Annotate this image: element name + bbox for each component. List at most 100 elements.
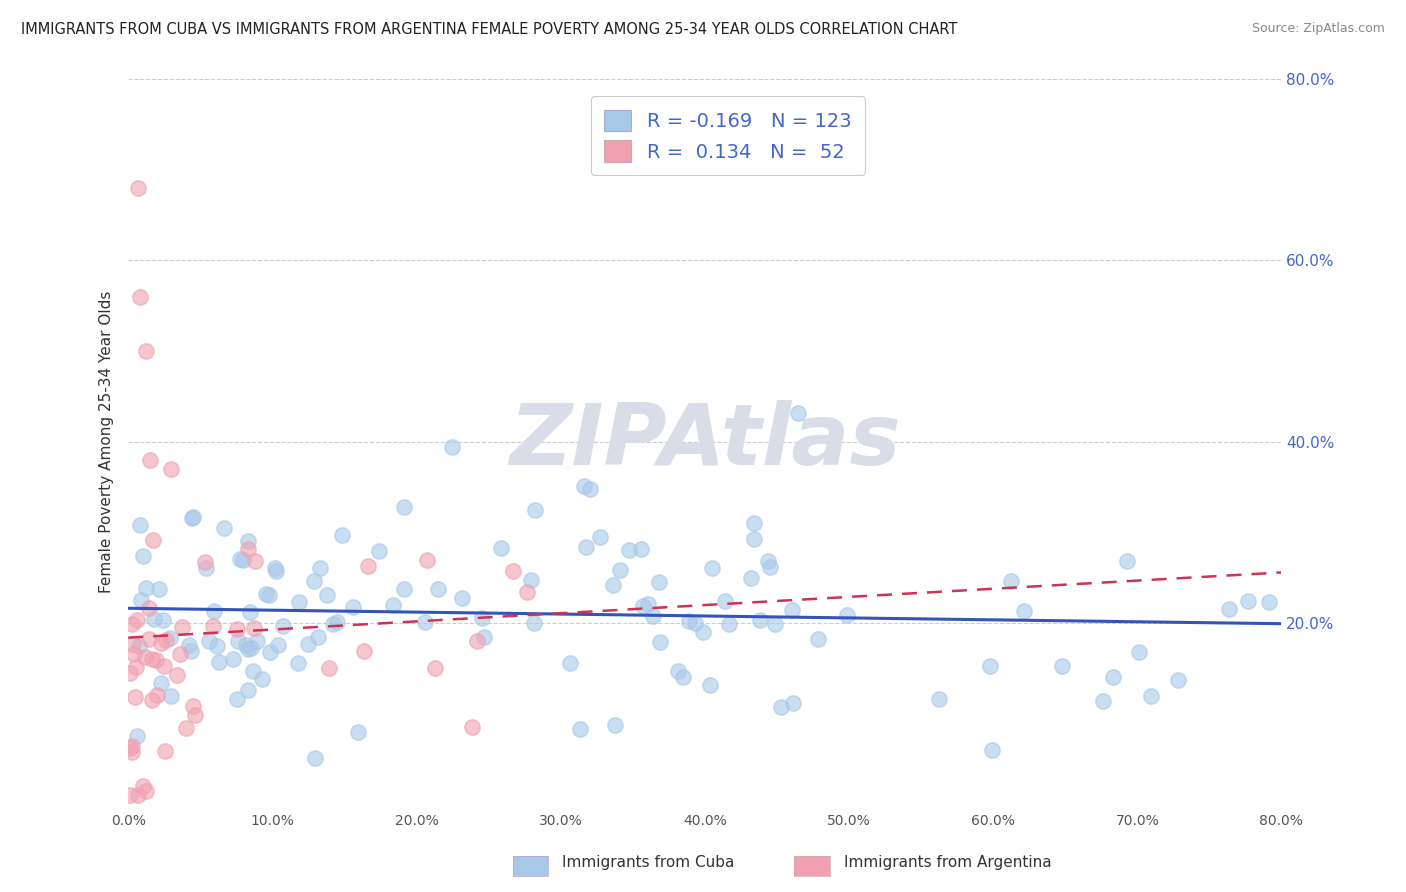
Point: [208, 655, 231, 669]
Point: [702, 561, 724, 575]
Point: [309, 561, 332, 575]
Point: [125, 729, 148, 743]
Point: [516, 584, 538, 599]
Point: [129, 517, 152, 532]
Point: [1167, 673, 1189, 687]
Point: [617, 542, 640, 557]
Point: [578, 482, 600, 496]
Point: [381, 598, 404, 612]
Point: [174, 721, 197, 735]
Point: [159, 631, 181, 645]
Point: [602, 578, 624, 592]
Point: [742, 516, 765, 531]
Point: [631, 599, 654, 613]
Point: [141, 651, 163, 665]
Point: [172, 620, 194, 634]
Point: [239, 605, 262, 619]
Point: [717, 616, 740, 631]
Point: [228, 552, 250, 566]
Point: [714, 594, 737, 608]
Point: [307, 630, 329, 644]
Point: [121, 739, 143, 754]
Point: [357, 558, 380, 573]
Point: [1140, 689, 1163, 703]
Point: [318, 661, 340, 675]
Point: [127, 180, 149, 194]
Point: [685, 615, 707, 630]
Point: [148, 582, 170, 596]
Point: [426, 582, 449, 597]
Point: [153, 743, 176, 757]
Point: [572, 479, 595, 493]
Point: [474, 630, 496, 644]
Point: [198, 633, 221, 648]
Point: [141, 693, 163, 707]
Point: [1101, 670, 1123, 684]
Point: [259, 588, 281, 602]
Point: [589, 530, 612, 544]
Point: [630, 542, 652, 557]
Point: [699, 678, 721, 692]
Point: [520, 573, 543, 587]
Point: [135, 581, 157, 595]
Point: [145, 653, 167, 667]
Point: [120, 666, 142, 681]
Point: [979, 659, 1001, 673]
Point: [1218, 602, 1240, 616]
Point: [692, 624, 714, 639]
Point: [226, 634, 249, 648]
Point: [273, 618, 295, 632]
Point: [214, 521, 236, 535]
Point: [502, 564, 524, 578]
Point: [127, 788, 149, 802]
Point: [763, 616, 786, 631]
Text: IMMIGRANTS FROM CUBA VS IMMIGRANTS FROM ARGENTINA FEMALE POVERTY AMONG 25-34 YEA: IMMIGRANTS FROM CUBA VS IMMIGRANTS FROM …: [21, 22, 957, 37]
Point: [122, 637, 145, 651]
Point: [138, 632, 160, 647]
Point: [125, 660, 148, 674]
Point: [242, 665, 264, 679]
Point: [759, 560, 782, 574]
Point: [180, 644, 202, 658]
Legend: R = -0.169   N = 123, R =  0.134   N =  52: R = -0.169 N = 123, R = 0.134 N = 52: [591, 96, 865, 176]
Point: [780, 602, 803, 616]
Point: [254, 587, 277, 601]
Point: [139, 452, 162, 467]
Point: [194, 555, 217, 569]
Point: [756, 554, 779, 568]
Point: [259, 645, 281, 659]
Point: [287, 656, 309, 670]
Point: [1012, 604, 1035, 618]
Point: [782, 696, 804, 710]
Point: [243, 554, 266, 568]
Point: [316, 589, 339, 603]
Point: [603, 718, 626, 732]
Point: [149, 675, 172, 690]
Point: [523, 616, 546, 631]
Point: [120, 788, 142, 802]
Point: [787, 405, 810, 419]
Point: [142, 533, 165, 547]
Point: [423, 661, 446, 675]
Point: [569, 722, 592, 736]
Point: [181, 511, 204, 525]
Point: [575, 540, 598, 554]
Point: [194, 561, 217, 575]
Point: [243, 621, 266, 635]
Point: [246, 633, 269, 648]
Point: [325, 615, 347, 629]
Point: [155, 633, 177, 648]
Point: [250, 672, 273, 686]
Point: [1115, 554, 1137, 568]
Y-axis label: Female Poverty Among 25-34 Year Olds: Female Poverty Among 25-34 Year Olds: [100, 291, 114, 593]
Point: [748, 613, 770, 627]
Point: [1000, 574, 1022, 589]
Point: [1092, 694, 1115, 708]
Point: [392, 500, 415, 515]
Point: [179, 638, 201, 652]
Point: [135, 783, 157, 797]
Point: [353, 644, 375, 658]
Point: [347, 725, 370, 739]
Point: [128, 639, 150, 653]
Point: [166, 668, 188, 682]
